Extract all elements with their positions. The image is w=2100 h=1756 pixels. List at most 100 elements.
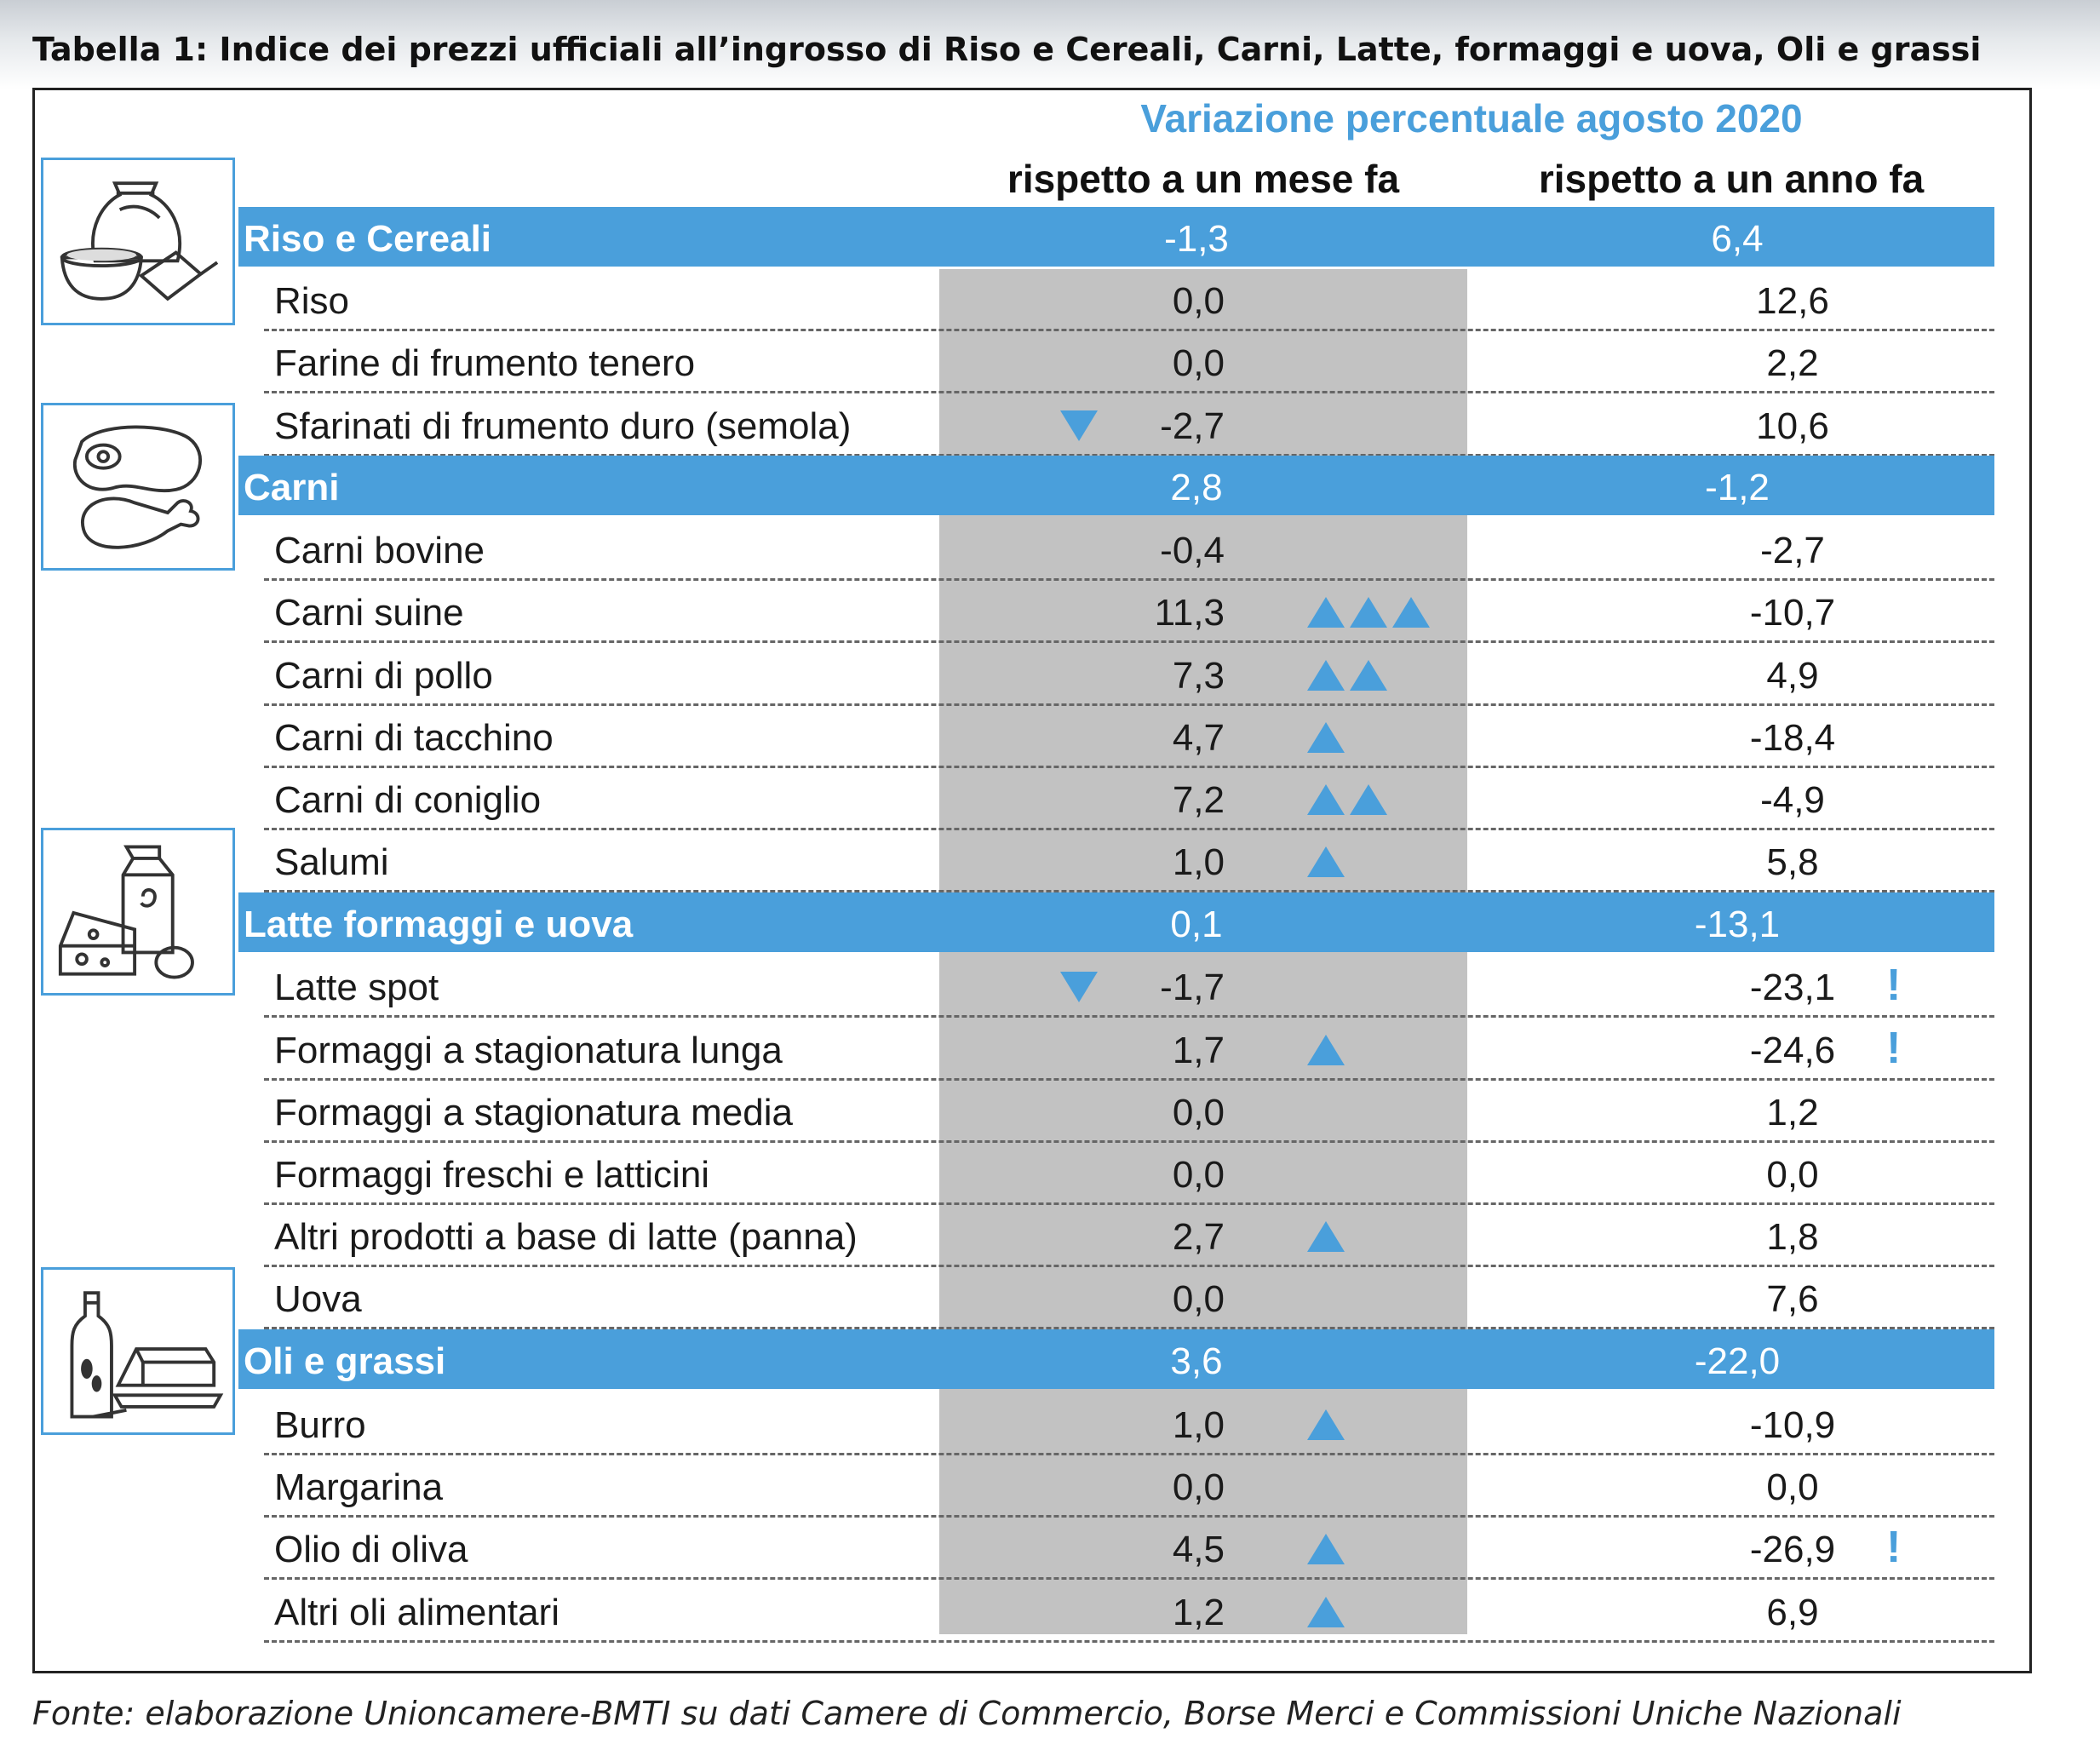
- table-row: Carni di pollo 7,3 4,9: [264, 644, 1994, 706]
- product-label: Formaggi a stagionatura media: [274, 1092, 793, 1133]
- value-month: -1,7: [1160, 967, 1225, 1008]
- product-label: Uova: [274, 1278, 362, 1320]
- value-month: 0,0: [1172, 1154, 1225, 1196]
- value-month: 4,5: [1172, 1529, 1225, 1570]
- value-year: -1,2: [1705, 467, 1770, 508]
- value-month: 1,7: [1172, 1030, 1225, 1071]
- value-year: -4,9: [1760, 779, 1825, 821]
- value-year: 4,9: [1766, 655, 1819, 697]
- category-label: Carni: [244, 467, 340, 508]
- value-month: 2,7: [1172, 1216, 1225, 1258]
- oil-butter-icon: [41, 1267, 235, 1435]
- value-year: 6,9: [1766, 1592, 1819, 1633]
- table-row: Farine di frumento tenero 0,0 2,2: [264, 331, 1994, 393]
- increase-indicator: [1307, 706, 1345, 768]
- decrease-indicator: [1060, 955, 1098, 1018]
- value-year: 7,6: [1766, 1278, 1819, 1320]
- increase-indicator: [1307, 581, 1430, 643]
- value-month: 1,0: [1172, 1404, 1225, 1446]
- category-row: Carni 2,8 -1,2: [238, 456, 1994, 515]
- product-label: Carni di tacchino: [274, 717, 554, 759]
- category-label: Latte formaggi e uova: [244, 904, 634, 945]
- increase-indicator: [1307, 1393, 1345, 1455]
- up-triangle-icon: [1307, 1034, 1345, 1065]
- product-label: Salumi: [274, 841, 389, 883]
- increase-indicator: [1307, 644, 1387, 706]
- product-label: Burro: [274, 1404, 366, 1446]
- value-month: 7,3: [1172, 655, 1225, 697]
- value-month: 0,0: [1172, 280, 1225, 322]
- product-label: Carni di pollo: [274, 655, 493, 697]
- table-row: Uova 0,0 7,6: [264, 1267, 1994, 1329]
- increase-indicator: [1307, 830, 1345, 892]
- up-triangle-icon: [1350, 596, 1387, 628]
- up-triangle-icon: [1350, 659, 1387, 691]
- value-month: 0,0: [1172, 1092, 1225, 1133]
- value-year: -2,7: [1760, 530, 1825, 571]
- value-month: 1,0: [1172, 841, 1225, 883]
- up-triangle-icon: [1392, 596, 1430, 628]
- product-label: Formaggi a stagionatura lunga: [274, 1030, 783, 1071]
- value-year: 1,2: [1766, 1092, 1819, 1133]
- value-year: -26,9: [1749, 1529, 1836, 1570]
- product-label: Sfarinati di frumento duro (semola): [274, 405, 852, 447]
- category-label: Oli e grassi: [244, 1340, 446, 1382]
- increase-indicator: [1307, 768, 1387, 830]
- product-label: Margarina: [274, 1466, 444, 1508]
- table-row: Formaggi a stagionatura media 0,0 1,2: [264, 1081, 1994, 1143]
- value-year: 6,4: [1711, 218, 1764, 260]
- up-triangle-icon: [1307, 1409, 1345, 1440]
- up-triangle-icon: [1307, 1220, 1345, 1252]
- table-header-main: Variazione percentuale agosto 2020: [1140, 96, 1803, 141]
- value-year: -24,6: [1749, 1030, 1836, 1071]
- grain-sack-icon: [41, 158, 235, 325]
- product-label: Carni suine: [274, 592, 464, 634]
- alert-icon: !: [1886, 961, 1902, 1010]
- column-header-month: rispetto a un mese fa: [1007, 157, 1400, 201]
- increase-indicator: [1307, 1205, 1345, 1267]
- value-month: 0,0: [1172, 342, 1225, 384]
- value-month: 2,8: [1170, 467, 1223, 508]
- value-year: 10,6: [1756, 405, 1829, 447]
- up-triangle-icon: [1350, 783, 1387, 815]
- value-month: 1,2: [1172, 1592, 1225, 1633]
- value-month: -1,3: [1164, 218, 1229, 260]
- value-month: 0,0: [1172, 1278, 1225, 1320]
- up-triangle-icon: [1307, 1596, 1345, 1627]
- table-row: Altri oli alimentari 1,2 6,9: [264, 1581, 1994, 1643]
- table-row: Carni di tacchino 4,7 -18,4: [264, 706, 1994, 768]
- table-row: Altri prodotti a base di latte (panna) 2,…: [264, 1205, 1994, 1267]
- table-row: Carni suine 11,3 -10,7: [264, 581, 1994, 643]
- value-year: 0,0: [1766, 1154, 1819, 1196]
- page-title: Tabella 1: Indice dei prezzi ufficiali a…: [32, 31, 1982, 68]
- table-row: Salumi 1,0 5,8: [264, 830, 1994, 892]
- product-label: Altri prodotti a base di latte (panna): [274, 1216, 858, 1258]
- source-footnote: Fonte: elaborazione Unioncamere-BMTI su …: [32, 1695, 1902, 1732]
- table-row: Carni di coniglio 7,2 -4,9: [264, 768, 1994, 830]
- product-label: Carni bovine: [274, 530, 485, 571]
- up-triangle-icon: [1307, 721, 1345, 753]
- table-row: Riso 0,0 12,6: [264, 269, 1994, 331]
- category-row: Riso e Cereali -1,3 6,4: [238, 207, 1994, 267]
- table-row: Latte spot -1,7 -23,1!: [264, 955, 1994, 1018]
- table-row: Formaggi a stagionatura lunga 1,7 -24,6!: [264, 1019, 1994, 1081]
- up-triangle-icon: [1307, 783, 1345, 815]
- value-month: -0,4: [1160, 530, 1225, 571]
- value-month: 4,7: [1172, 717, 1225, 759]
- category-row: Latte formaggi e uova 0,1 -13,1: [238, 892, 1994, 952]
- value-year: -23,1: [1749, 967, 1836, 1008]
- table-row: Formaggi freschi e latticini 0,0 0,0: [264, 1143, 1994, 1205]
- value-year: 0,0: [1766, 1466, 1819, 1508]
- dairy-icon: [41, 828, 235, 996]
- value-month: 3,6: [1170, 1340, 1223, 1382]
- product-label: Riso: [274, 280, 350, 322]
- value-year: 5,8: [1766, 841, 1819, 883]
- category-row: Oli e grassi 3,6 -22,0: [238, 1329, 1994, 1389]
- product-label: Altri oli alimentari: [274, 1592, 559, 1633]
- increase-indicator: [1307, 1581, 1345, 1643]
- table-row: Margarina 0,0 0,0: [264, 1455, 1994, 1518]
- table-row: Carni bovine -0,4 -2,7: [264, 519, 1994, 581]
- column-header-year: rispetto a un anno fa: [1538, 157, 1925, 201]
- value-year: -13,1: [1694, 904, 1781, 945]
- value-year: -10,9: [1749, 1404, 1836, 1446]
